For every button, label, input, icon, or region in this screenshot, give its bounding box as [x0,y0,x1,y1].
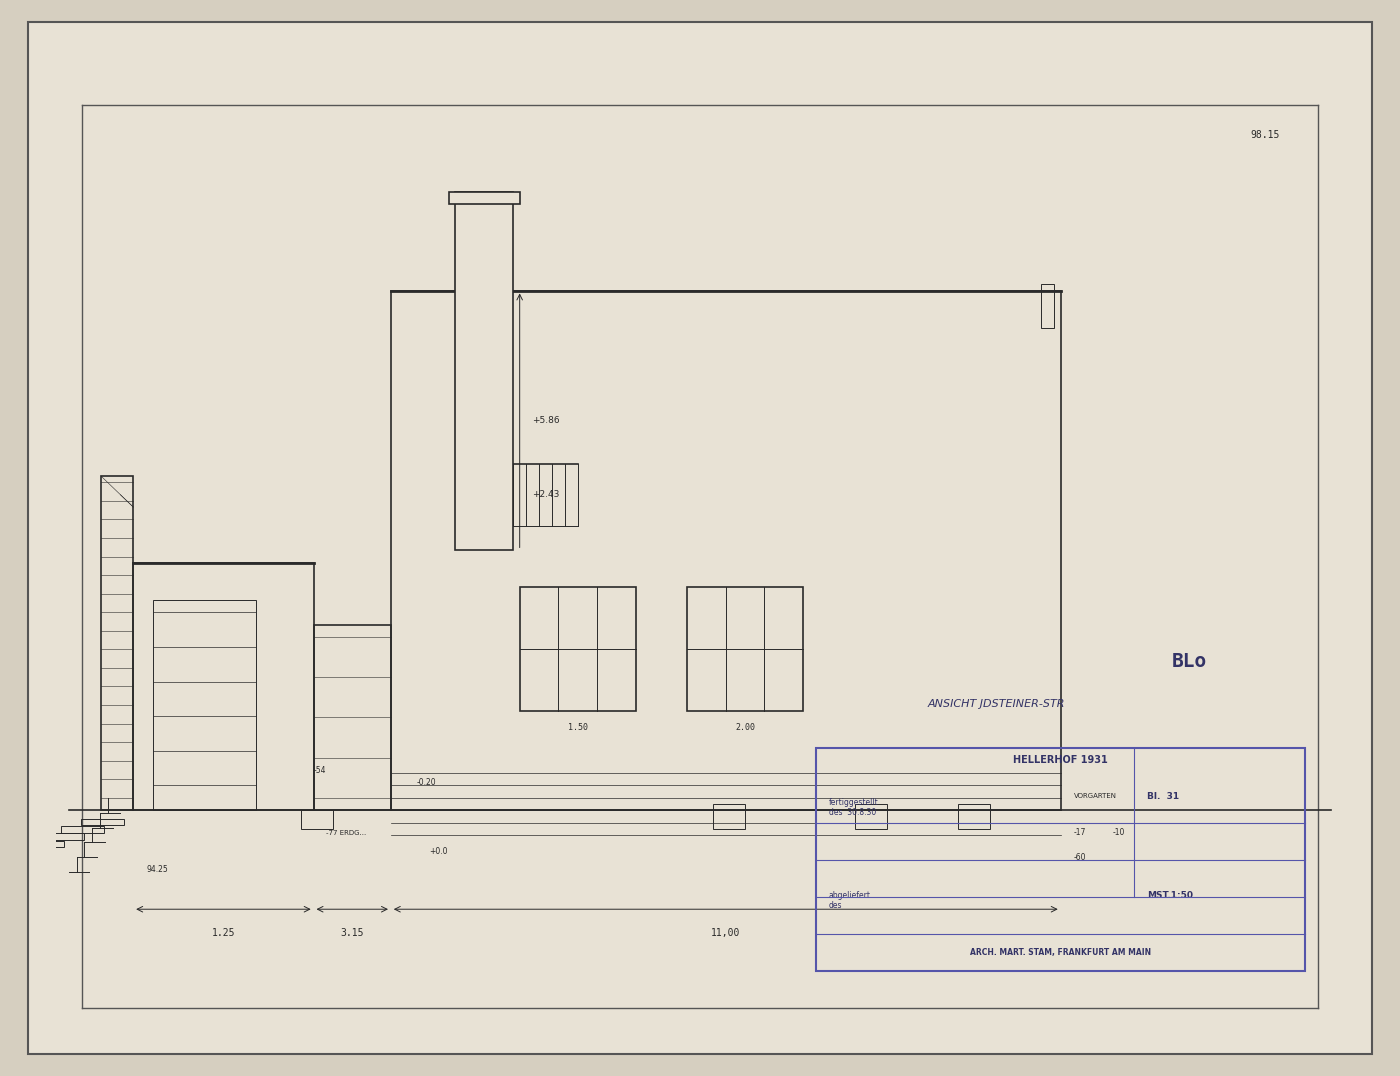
Text: -60: -60 [1074,852,1086,862]
Text: 2.00: 2.00 [735,723,755,732]
Bar [958,804,990,829]
Text: 98.15: 98.15 [1250,129,1280,140]
Bar [42,834,84,840]
Text: +2.43: +2.43 [532,491,560,499]
Bar [449,192,519,204]
Text: MST.1:50: MST.1:50 [1147,891,1193,900]
Text: +5.86: +5.86 [532,416,560,425]
Text: 3.15: 3.15 [340,928,364,938]
Bar [391,291,1061,810]
Bar [153,599,256,810]
Text: HELLERHOF 1931: HELLERHOF 1931 [1014,754,1107,765]
Bar [455,192,514,550]
Bar [854,804,886,829]
Text: +0.0: +0.0 [430,847,448,855]
Text: VORGARTEN: VORGARTEN [1074,793,1117,798]
Bar [133,563,314,810]
Text: -77 ERDG...: -77 ERDG... [326,830,367,836]
Bar [301,810,333,829]
Text: -54: -54 [314,766,326,775]
Text: -17: -17 [1074,827,1086,837]
Bar [713,804,745,829]
Text: Bl.  31: Bl. 31 [1147,792,1179,801]
Bar [314,624,391,810]
Text: fertiggestellt
des  30.8.30: fertiggestellt des 30.8.30 [829,797,879,818]
Text: 1.25: 1.25 [211,928,235,938]
Text: 94.25: 94.25 [146,865,168,874]
Bar [81,819,123,825]
Bar [1042,284,1054,327]
Text: 1.50: 1.50 [567,723,588,732]
Bar [687,587,804,711]
Text: ARCH. MART. STAM, FRANKFURT AM MAIN: ARCH. MART. STAM, FRANKFURT AM MAIN [970,948,1151,957]
Text: abgeliefert
des: abgeliefert des [829,891,871,910]
Bar [22,840,64,848]
Text: -0.20: -0.20 [417,778,437,788]
Bar [519,587,636,711]
Bar [62,826,104,833]
Text: -10: -10 [1112,827,1124,837]
Text: ANSICHT JDSTEINER-STR: ANSICHT JDSTEINER-STR [927,699,1065,709]
Text: 11,00: 11,00 [711,928,741,938]
Text: BLo: BLo [1172,652,1207,671]
Bar [816,749,1305,971]
Bar [101,476,133,810]
